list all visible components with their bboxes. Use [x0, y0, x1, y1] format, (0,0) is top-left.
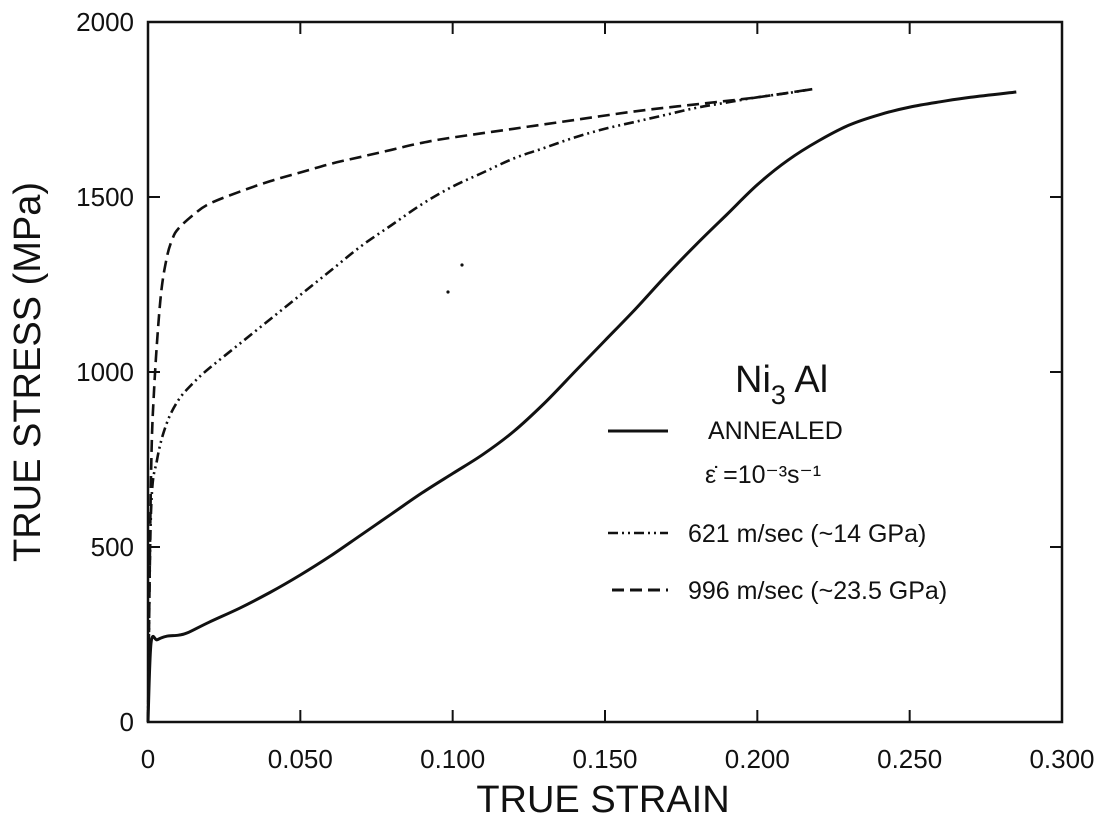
y-axis-title: TRUE STRESS (MPa) [7, 182, 49, 562]
x-tick-label: 0.300 [1029, 744, 1094, 774]
stray-marks [446, 263, 464, 294]
y-tick-label: 1500 [76, 182, 134, 212]
y-tick-label: 0 [120, 707, 134, 737]
series-line-annealed [146, 90, 1017, 723]
x-tick-label: 0.100 [420, 744, 485, 774]
legend-label-621: 621 m/sec (~14 GPa) [688, 520, 926, 548]
x-tick-label: 0 [141, 744, 155, 774]
stray-dot [460, 263, 464, 267]
x-tick-label: 0.050 [268, 744, 333, 774]
stray-dot [446, 290, 450, 294]
axes: 0 0.050 0.100 0.150 0.200 0.250 0.300 0 500 1000 1… [76, 7, 1094, 774]
material-main: Ni [735, 359, 771, 401]
x-axis-title: TRUE STRAIN [476, 779, 729, 821]
series-line-996 [146, 87, 813, 723]
material-label: Ni3 Al [735, 359, 828, 410]
x-tick-label: 0.200 [725, 744, 790, 774]
legend: ANNEALED ε̇ =10⁻³s⁻¹ 621 m/sec (~14 GPa)… [608, 417, 947, 605]
y-tick-label: 2000 [76, 7, 134, 37]
plot-frame [146, 20, 1064, 724]
legend-label-annealed: ANNEALED [708, 417, 843, 445]
series-layer [146, 87, 1017, 723]
material-tail: Al [786, 359, 828, 401]
legend-label-996: 996 m/sec (~23.5 GPa) [688, 577, 947, 605]
y-tick-label: 1000 [76, 357, 134, 387]
x-tick-label: 0.250 [877, 744, 942, 774]
material-subscript: 3 [771, 380, 786, 410]
y-tick-label: 500 [91, 532, 134, 562]
legend-label-annealed-rate: ε̇ =10⁻³s⁻¹ [705, 461, 821, 489]
series-line-621 [146, 87, 813, 723]
x-tick-label: 0.150 [572, 744, 637, 774]
